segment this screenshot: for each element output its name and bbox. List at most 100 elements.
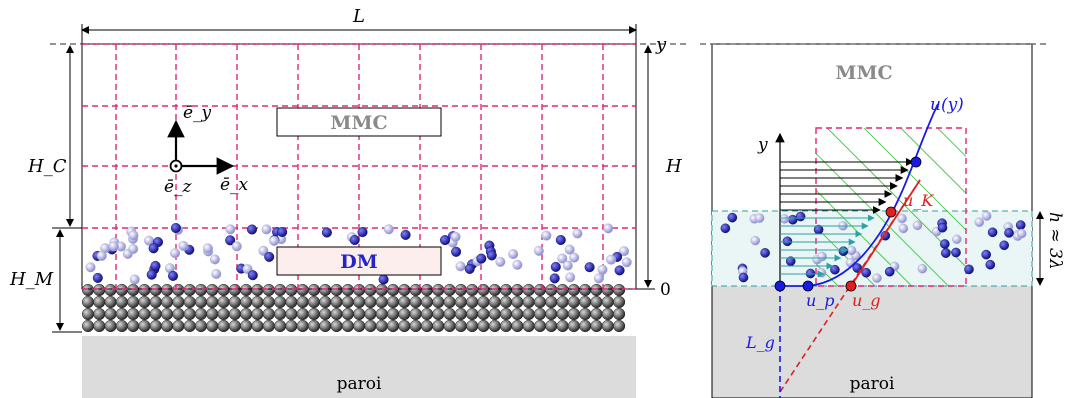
molecule [621, 257, 632, 268]
wall-atom [387, 295, 400, 309]
wall-atom [172, 307, 185, 321]
mmc-box-label: MMC [330, 112, 387, 134]
wall-atom [375, 283, 388, 297]
wall-atom [420, 295, 434, 309]
wall-atom [567, 283, 580, 297]
ug-label: u_g [852, 291, 881, 310]
molecule [549, 273, 560, 284]
molecule [952, 234, 962, 245]
wall-atom [262, 295, 275, 309]
molecule [357, 227, 368, 238]
wall-atom [319, 319, 332, 333]
wall-atom [420, 307, 434, 321]
wall-atom [228, 283, 241, 297]
wall-atom [330, 295, 343, 309]
wall-atom [285, 307, 298, 321]
lg-label: L_g [745, 333, 775, 352]
wall-atom [240, 307, 253, 321]
wall-atom [556, 319, 569, 333]
uk-point [885, 206, 897, 218]
wall-atom [500, 295, 513, 309]
molecule [128, 243, 139, 254]
wall-atom [466, 283, 479, 297]
wall-atom [341, 283, 354, 297]
wall-atom [387, 283, 400, 297]
ez-dot [174, 164, 178, 168]
molecule [606, 254, 617, 265]
molecule [225, 235, 236, 246]
wall-atom [127, 283, 140, 297]
wall-atom [420, 319, 434, 333]
wall-atom [296, 295, 309, 309]
molecule [464, 263, 475, 274]
molecule [202, 243, 213, 254]
wall-atom [138, 319, 151, 333]
wall-atom [488, 295, 501, 309]
wall-atom [443, 283, 456, 297]
molecule [92, 272, 103, 283]
wall-atom [613, 319, 626, 333]
wall-atom [579, 319, 592, 333]
wall-atom [364, 283, 377, 297]
wall-atom [601, 283, 614, 297]
wall-atom [488, 307, 501, 321]
wall-atom [522, 295, 535, 309]
molecule [572, 228, 583, 239]
molecule [754, 213, 765, 223]
wall-atom [262, 319, 275, 333]
wall-atom [307, 295, 321, 309]
wall-atom [545, 307, 558, 321]
wall-atom [93, 307, 106, 321]
wall-atom [477, 307, 490, 321]
wall-atom [240, 283, 253, 297]
wall-atom [533, 295, 547, 309]
wall-atom [240, 319, 253, 333]
wall-atom [545, 295, 558, 309]
wall-atom [443, 295, 456, 309]
uy-label: u(y) [930, 95, 964, 115]
mmc-box [276, 107, 442, 137]
wall-atom [579, 295, 592, 309]
wall-atom [138, 307, 151, 321]
wall-atom [477, 319, 490, 333]
dm-box-label: DM [340, 251, 378, 273]
wall-atom [149, 319, 162, 333]
wall-atom [579, 307, 592, 321]
wall-atom [466, 295, 479, 309]
wall-atom [115, 295, 128, 309]
molecule [898, 223, 909, 234]
wall-atom [183, 319, 196, 333]
wall-atom [115, 307, 128, 321]
molecule [619, 246, 630, 257]
molecule [817, 251, 827, 262]
molecule [779, 214, 790, 224]
wall-atom [81, 319, 95, 333]
length-label: L [352, 6, 365, 27]
molecule [150, 260, 161, 271]
molecule [261, 224, 272, 235]
fluid-molecules [85, 222, 632, 285]
wall-atom [149, 283, 162, 297]
wall-atom [183, 307, 196, 321]
molecule [178, 240, 189, 251]
molecule [584, 262, 595, 273]
molecule [999, 240, 1010, 251]
molecule [846, 245, 857, 256]
wall-atom [262, 307, 275, 321]
wall-atom [240, 295, 253, 309]
wall-atom [500, 319, 513, 333]
wall-point [774, 280, 786, 292]
molecule [383, 224, 394, 235]
molecule [838, 246, 849, 256]
wall-atom [81, 283, 95, 297]
wall-atom [590, 307, 603, 321]
wall-atom [115, 283, 128, 297]
molecule [476, 253, 487, 264]
wall-atom [206, 319, 219, 333]
wall-atom [409, 319, 422, 333]
wall-atom [398, 319, 411, 333]
wall-atom [443, 319, 456, 333]
wall-atom [183, 295, 196, 309]
molecule [981, 249, 992, 260]
